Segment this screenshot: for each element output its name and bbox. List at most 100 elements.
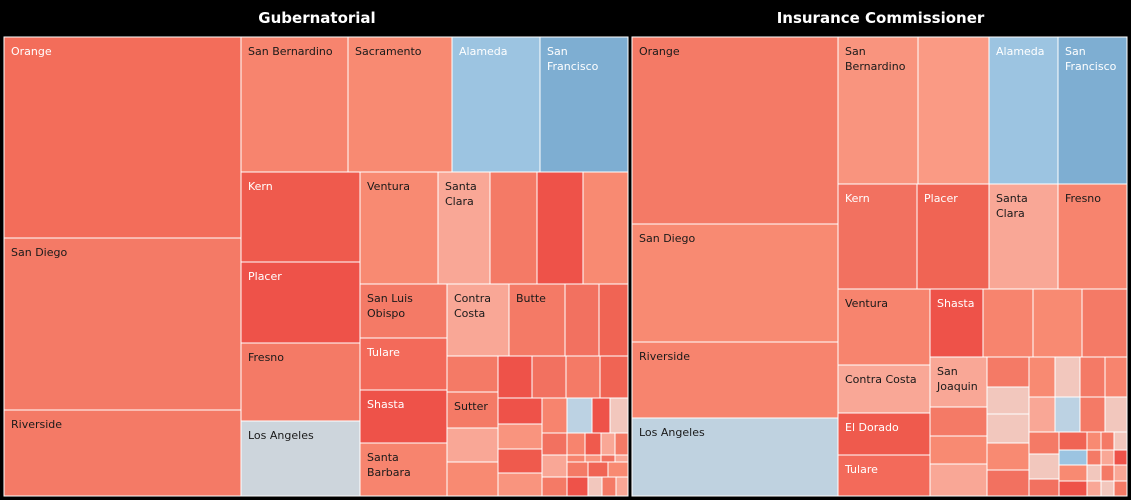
- treemap-tile-small[interactable]: [565, 355, 601, 399]
- treemap-tile-el-dorado[interactable]: [837, 412, 931, 456]
- treemap-tile-tulare[interactable]: [837, 454, 931, 497]
- treemap-tile-sutter[interactable]: [446, 391, 499, 429]
- treemap-tile-small[interactable]: [446, 427, 499, 463]
- treemap-tile-fresno[interactable]: [240, 342, 361, 422]
- treemap-tile-small[interactable]: [929, 463, 988, 497]
- treemap-tile[interactable]: [1032, 288, 1083, 358]
- treemap-tile[interactable]: [582, 171, 629, 285]
- treemap-tile-small[interactable]: [566, 461, 589, 478]
- treemap-tile-alameda[interactable]: [451, 36, 541, 173]
- treemap-tile-small[interactable]: [986, 386, 1030, 415]
- treemap-tile-small[interactable]: [1100, 431, 1115, 451]
- treemap-tile-orange[interactable]: [3, 36, 242, 239]
- treemap-tile-small[interactable]: [591, 397, 611, 434]
- treemap-tile-shasta[interactable]: [929, 288, 984, 358]
- treemap-tile-santa-clara[interactable]: [988, 183, 1059, 290]
- treemap-tile-small[interactable]: [1113, 431, 1128, 451]
- treemap-tile-small[interactable]: [587, 476, 603, 497]
- treemap-tile-small[interactable]: [566, 476, 589, 497]
- treemap-tile-san-bernardino[interactable]: [240, 36, 349, 173]
- treemap-tile-small[interactable]: [1086, 431, 1102, 451]
- treemap-tile-small[interactable]: [1058, 431, 1088, 451]
- treemap-tile-small[interactable]: [1100, 480, 1115, 497]
- treemap-tile-san-diego[interactable]: [631, 223, 839, 343]
- treemap-tile-small[interactable]: [584, 432, 602, 456]
- treemap-tile-small[interactable]: [1058, 464, 1088, 482]
- treemap-tile-butte[interactable]: [508, 283, 566, 357]
- treemap-tile-small[interactable]: [1079, 356, 1106, 398]
- treemap-tile-small[interactable]: [599, 355, 629, 399]
- treemap-tile-small[interactable]: [1104, 396, 1128, 433]
- treemap-tile-small[interactable]: [497, 448, 543, 474]
- treemap-tile-small[interactable]: [541, 454, 568, 478]
- treemap-tile-small[interactable]: [1086, 449, 1102, 466]
- treemap-tile-small[interactable]: [986, 356, 1030, 388]
- treemap-tile-small[interactable]: [986, 442, 1030, 471]
- treemap-tile-small[interactable]: [531, 355, 567, 399]
- treemap-tile-small[interactable]: [1028, 431, 1060, 455]
- treemap-tile-tulare[interactable]: [359, 337, 448, 391]
- treemap-tile-small[interactable]: [1086, 464, 1102, 482]
- treemap-tile-small[interactable]: [609, 397, 629, 434]
- treemap-tile-shasta[interactable]: [359, 389, 448, 444]
- treemap-tile-riverside[interactable]: [631, 341, 839, 419]
- treemap-tile-small[interactable]: [1113, 449, 1128, 466]
- treemap-tile-small[interactable]: [1028, 396, 1056, 433]
- treemap-tile-small[interactable]: [1058, 480, 1088, 497]
- treemap-tile[interactable]: [536, 171, 584, 285]
- treemap-tile-san-joaquin[interactable]: [929, 356, 988, 408]
- treemap-tile[interactable]: [1081, 288, 1128, 358]
- treemap-tile-small[interactable]: [986, 469, 1030, 497]
- treemap-tile-small[interactable]: [446, 461, 499, 497]
- treemap-tile-small[interactable]: [1058, 449, 1088, 466]
- treemap-tile-small[interactable]: [587, 461, 609, 478]
- treemap-tile-small[interactable]: [600, 432, 616, 456]
- treemap-tile-kern[interactable]: [837, 183, 918, 290]
- treemap-tile-small[interactable]: [497, 355, 533, 399]
- treemap-tile-small[interactable]: [607, 461, 629, 478]
- treemap-tile-small[interactable]: [1079, 396, 1106, 433]
- treemap-tile-small[interactable]: [1054, 356, 1081, 398]
- treemap-tile-san-francisco[interactable]: [1057, 36, 1128, 185]
- treemap-tile-small[interactable]: [1104, 356, 1128, 398]
- treemap-tile-santa-clara[interactable]: [437, 171, 491, 285]
- treemap-tile-small[interactable]: [929, 406, 988, 437]
- treemap-tile-small[interactable]: [497, 423, 543, 450]
- treemap-tile[interactable]: [598, 283, 629, 357]
- treemap-tile-fresno[interactable]: [1057, 183, 1128, 290]
- treemap-tile-small[interactable]: [1028, 453, 1060, 480]
- treemap-tile-small[interactable]: [566, 432, 586, 456]
- treemap-tile-small[interactable]: [1028, 478, 1060, 497]
- treemap-tile-small[interactable]: [497, 397, 543, 425]
- treemap-tile-small[interactable]: [1113, 480, 1128, 497]
- treemap-tile-small[interactable]: [986, 413, 1030, 444]
- treemap-tile-small[interactable]: [566, 397, 593, 434]
- treemap-tile-los-angeles[interactable]: [631, 417, 839, 497]
- treemap-tile-orange[interactable]: [631, 36, 839, 225]
- treemap-tile-small[interactable]: [541, 432, 568, 456]
- treemap-tile[interactable]: [982, 288, 1034, 358]
- treemap-tile-small[interactable]: [446, 355, 499, 393]
- treemap-tile-small[interactable]: [541, 476, 568, 497]
- treemap-tile-riverside[interactable]: [3, 409, 242, 497]
- treemap-tile-ventura[interactable]: [359, 171, 439, 285]
- treemap-tile[interactable]: [564, 283, 600, 357]
- treemap-tile-alameda[interactable]: [988, 36, 1059, 185]
- treemap-tile-small[interactable]: [929, 435, 988, 465]
- treemap-tile[interactable]: [917, 36, 990, 185]
- treemap-tile-small[interactable]: [615, 476, 629, 497]
- treemap-tile-small[interactable]: [1086, 480, 1102, 497]
- treemap-tile-small[interactable]: [601, 476, 617, 497]
- treemap-tile-los-angeles[interactable]: [240, 420, 361, 497]
- treemap-tile-small[interactable]: [1100, 449, 1115, 466]
- treemap-tile-contra-costa[interactable]: [837, 364, 931, 414]
- treemap-tile-santa-barbara[interactable]: [359, 442, 448, 497]
- treemap-tile-kern[interactable]: [240, 171, 361, 263]
- treemap-tile-small[interactable]: [1100, 464, 1115, 482]
- treemap-tile-sacramento[interactable]: [347, 36, 453, 173]
- treemap-tile[interactable]: [489, 171, 538, 285]
- treemap-tile-san-diego[interactable]: [3, 237, 242, 411]
- treemap-tile-small[interactable]: [541, 397, 568, 434]
- treemap-tile-small[interactable]: [1054, 396, 1081, 433]
- treemap-tile-san-luis-obispo[interactable]: [359, 283, 448, 339]
